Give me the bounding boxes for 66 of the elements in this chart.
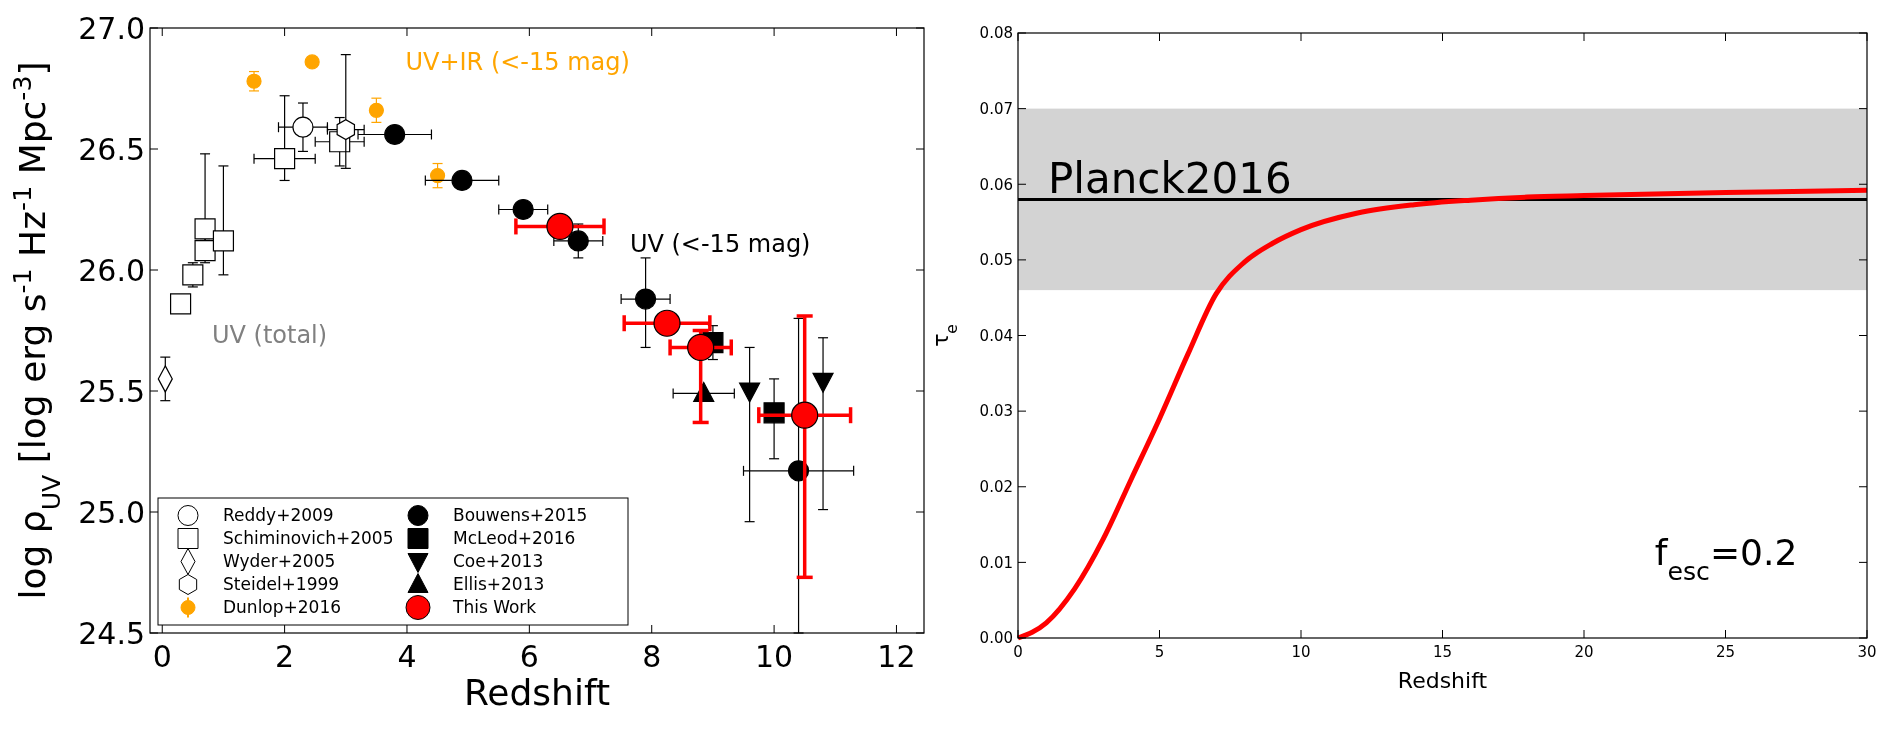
point — [567, 230, 589, 252]
point — [739, 382, 761, 403]
x-axis-title: Redshift — [1397, 668, 1488, 693]
x-tick-label: 8 — [642, 639, 662, 674]
y-tick-label: 0.04 — [979, 326, 1013, 345]
point — [635, 288, 657, 310]
x-tick-label: 10 — [755, 639, 794, 674]
annotation: UV (total) — [211, 320, 328, 349]
y-tick-label: 0.02 — [979, 478, 1013, 496]
point — [169, 293, 192, 315]
annotation: UV+IR (<-15 mag) — [405, 48, 630, 77]
point — [384, 123, 406, 146]
y-tick-label: 0.06 — [979, 175, 1013, 194]
point — [194, 218, 216, 240]
point — [292, 116, 314, 138]
y-tick-label: 0.00 — [979, 629, 1013, 648]
legend-label: Wyder+2005 — [223, 551, 336, 572]
y-tick-label: 0.03 — [979, 402, 1013, 421]
point — [368, 102, 384, 118]
y-tick-label: 0.05 — [979, 251, 1013, 270]
point — [429, 168, 446, 184]
legend-label: Steidel+1999 — [223, 574, 340, 595]
y-tick-label: 0.07 — [979, 99, 1013, 118]
y-tick-label: 25.5 — [78, 373, 145, 409]
legend-label: Dunlop+2016 — [223, 597, 342, 618]
annotation: f$_{esc}$=0.2 — [1654, 532, 1798, 586]
point — [653, 309, 681, 337]
x-tick-label: 12 — [877, 639, 916, 674]
y-tick-label: 24.5 — [78, 615, 145, 651]
x-tick-label: 4 — [397, 639, 417, 674]
x-tick-label: 6 — [519, 639, 539, 674]
legend-label: Ellis+2013 — [453, 574, 545, 595]
y-tick-label: 25.0 — [78, 494, 145, 530]
legend-label: Reddy+2009 — [223, 505, 334, 526]
point — [546, 212, 574, 241]
point — [182, 264, 204, 286]
x-tick-label: 25 — [1715, 643, 1736, 661]
ref-line-label: Planck2016 — [1048, 154, 1292, 204]
x-axis-title: Redshift — [463, 672, 611, 713]
x-tick-label: 30 — [1857, 643, 1877, 661]
point — [512, 198, 534, 221]
point — [687, 333, 715, 362]
point — [791, 401, 819, 429]
legend-label: Bouwens+2015 — [453, 505, 588, 526]
legend-label: McLeod+2016 — [453, 528, 576, 549]
x-tick-label: 5 — [1154, 643, 1165, 661]
point — [336, 119, 356, 141]
x-tick-label: 2 — [275, 639, 295, 674]
point — [812, 372, 834, 393]
x-tick-label: 0 — [1013, 643, 1023, 661]
x-tick-label: 10 — [1291, 643, 1311, 661]
y-tick-label: 26.5 — [78, 131, 145, 167]
point — [274, 148, 296, 170]
x-tick-label: 0 — [152, 639, 172, 674]
point — [212, 230, 235, 252]
x-tick-label: 20 — [1574, 643, 1594, 661]
y-tick-label: 27.0 — [78, 10, 145, 46]
y-tick-label: 0.08 — [979, 24, 1013, 43]
y-tick-label: 0.01 — [979, 553, 1013, 572]
point — [451, 169, 473, 192]
legend-label: This Work — [452, 597, 537, 618]
y-tick-label: 26.0 — [78, 252, 145, 288]
legend-label: Coe+2013 — [453, 551, 544, 572]
legend-label: Schiminovich+2005 — [223, 528, 394, 549]
annotation: UV (<-15 mag) — [629, 229, 811, 258]
x-tick-label: 15 — [1432, 643, 1453, 661]
